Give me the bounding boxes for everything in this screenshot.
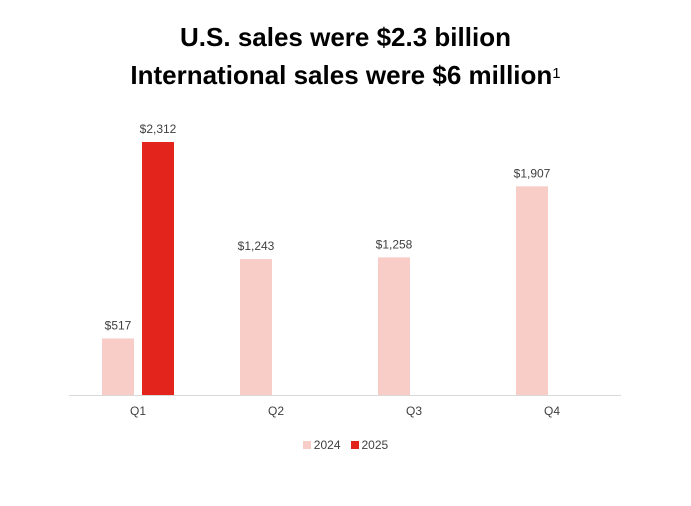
bar-chart: $517 $2,312 Q1 $1,243 Q2 $1,258 Q3 $1,907 Q4 <box>69 122 621 418</box>
footnote-marker: 1 <box>552 65 561 82</box>
bar-2024-Q1 <box>102 338 134 395</box>
legend-item-2024: 2024 <box>302 438 341 452</box>
legend-label-2024: 2024 <box>313 438 341 452</box>
legend-item-2025: 2025 <box>350 438 389 452</box>
legend-swatch-2024 <box>302 441 311 449</box>
chart-title-line1: U.S. sales were $2.3 billion <box>180 22 511 52</box>
bar-2025-Q1 <box>142 142 174 395</box>
data-label-2024-Q4: $1,907 <box>514 166 551 180</box>
chart-title-line2: International sales were $6 million1 <box>0 60 691 91</box>
x-tick-label-Q3: Q3 <box>406 404 422 418</box>
data-label-2024-Q3: $1,258 <box>376 237 413 251</box>
data-label-2024-Q1: $517 <box>105 318 132 332</box>
legend-swatch-2025 <box>350 441 359 449</box>
x-tick-label-Q1: Q1 <box>130 404 146 418</box>
data-label-2024-Q2: $1,243 <box>238 239 275 253</box>
x-tick-label-Q2: Q2 <box>268 404 284 418</box>
bar-2024-Q3 <box>378 257 410 395</box>
x-tick-label-Q4: Q4 <box>544 404 560 418</box>
chart-title-line2-text: International sales were $6 million <box>130 60 553 90</box>
legend-label-2025: 2025 <box>361 438 389 452</box>
bar-2024-Q4 <box>516 186 548 395</box>
data-label-2025-Q1: $2,312 <box>140 122 177 136</box>
bar-2024-Q2 <box>240 258 272 395</box>
chart-legend: 2024 2025 <box>0 438 691 452</box>
